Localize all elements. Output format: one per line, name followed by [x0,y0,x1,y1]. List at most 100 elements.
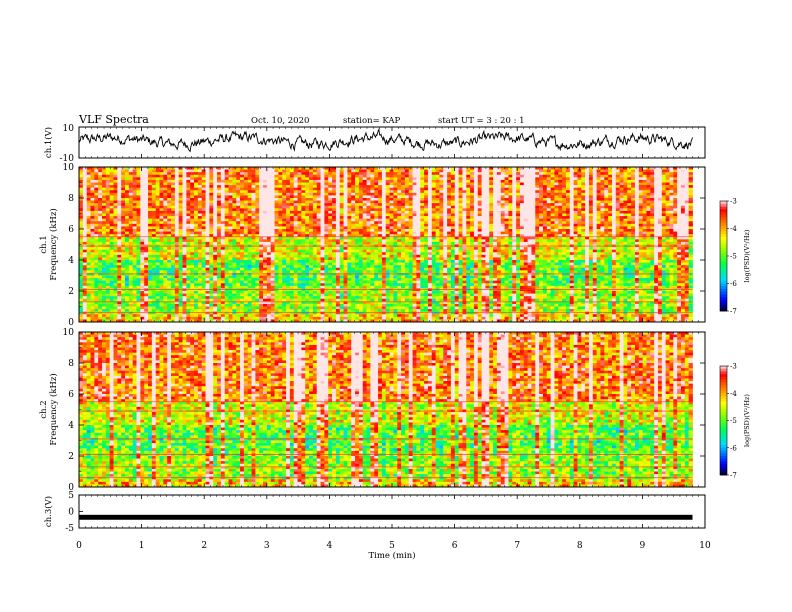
ch1-spectrogram-cell [665,236,670,240]
ch1-spectrogram-cell [470,236,475,240]
ch1-spectrogram-cell [86,192,91,196]
ch1-spectrogram-cell [623,236,628,240]
ch1-spectrogram-cell [401,174,406,178]
ch1-spectrogram-cell [374,169,379,173]
ch1-spectrogram-cell [270,174,275,178]
ch1-spectrogram-cell [136,239,141,243]
ch1-spectrogram-cell [470,216,475,220]
ch1-spectrogram-cell [512,187,517,191]
ch1-spectrogram-cell [278,195,283,199]
ch1-spectrogram-cell [263,210,268,214]
ch1-spectrogram-cell [646,200,651,204]
ch1-spectrogram-cell [144,234,149,238]
ch1-spectrogram-cell [443,226,448,230]
ch1-spectrogram-cell [408,203,413,207]
ch1-spectrogram-cell [523,210,528,214]
ch1-spectrogram-cell [217,190,222,194]
ch1-spectrogram-cell [657,174,663,178]
ch1-spectrogram-cell [266,192,272,196]
ch1-spectrogram-cell [102,236,107,240]
ch1-spectrogram-cell [454,198,459,201]
ch1-spectrogram-cell [324,195,329,199]
ch1-spectrogram-cell [527,195,532,199]
ch1-spectrogram-cell [424,195,429,199]
ch1-spectrogram-cell [539,192,544,196]
ch1-spectrogram-cell [684,169,690,173]
ch1-spectrogram-cell [381,200,387,204]
ch1-spectrogram-cell [232,236,237,240]
ch1-spectrogram-cell [558,205,563,209]
ch1-spectrogram-cell [404,182,410,186]
ch1-spectrogram-cell [431,218,436,222]
ch1-spectrogram-cell [102,221,107,225]
ch1-spectrogram-cell [550,208,555,212]
ch1-spectrogram-cell [581,213,586,217]
ch1-spectrogram-cell [194,229,199,232]
ch1-spectrogram-cell [627,177,632,181]
ch1-spectrogram-cell [531,179,536,183]
ch1-spectrogram-cell [565,195,571,199]
ch1-spectrogram-cell [539,205,544,209]
ch1-spectrogram-cell [546,172,552,176]
ch1-spectrogram-cell [615,187,621,191]
ch1-spectrogram-cell [673,239,678,243]
ch1-spectrogram-cell [378,169,383,173]
ch1-spectrogram-cell [447,221,452,225]
ch1-spectrogram-cell [255,216,260,220]
ch1-spectrogram-cell [232,226,237,230]
ch1-spectrogram-cell [128,236,134,240]
ch1-spectrogram-cell [293,213,298,217]
ch1-spectrogram-cell [186,200,191,204]
ch1-spectrogram-cell [546,203,552,207]
ch1-spectrogram-cell [86,195,91,199]
ch1-spectrogram-cell [324,210,329,214]
ch1-spectrogram-cell [385,169,390,173]
ch1-spectrogram-cell [439,223,444,227]
ch1-spectrogram-cell [508,203,513,207]
ch1-spectrogram-cell [519,203,525,207]
ch1-spectrogram-cell [470,187,475,191]
ch1-spectrogram-cell [289,172,295,176]
ch1-spectrogram-cell [305,210,310,214]
ch1-spectrogram-cell [274,198,279,201]
ch1-spectrogram-cell [500,174,505,178]
ch1-spectrogram-cell [611,210,617,214]
ch1-spectrogram-cell [500,236,505,240]
ch1-spectrogram-cell [282,226,287,230]
ch1-spectrogram-cell [397,192,402,196]
ch1-spectrogram-cell [278,169,283,173]
ch1-spectrogram-cell [473,187,479,191]
ch1-spectrogram-cell [447,200,452,204]
ch1-spectrogram-cell [366,174,371,178]
ch1-spectrogram-cell [320,208,325,212]
ch1-spectrogram-cell [324,236,329,240]
ch1-spectrogram-cell [500,167,505,170]
ch1-spectrogram-cell [677,195,682,199]
ch1-spectrogram-cell [508,192,513,196]
ch1-spectrogram-cell [646,216,651,220]
ch1-spectrogram-cell [393,182,398,186]
ch1-spectrogram-cell [531,182,536,186]
ch1-spectrogram-cell [117,198,122,201]
ch1-spectrogram-cell [665,195,670,199]
ch1-spectrogram-cell [370,239,375,243]
ch1-spectrogram-cell [470,172,475,176]
ch1-spectrogram-cell [473,174,479,178]
ch1-spectrogram-cell [661,226,667,230]
ch1-spectrogram-cell [611,174,617,178]
ch1-spectrogram-cell [611,208,617,212]
ch1-spectrogram-cell [450,234,456,238]
ch1-spectrogram-cell [370,223,375,227]
ch1-spectrogram-cell [539,203,544,207]
ch1-spectrogram-cell [117,177,122,181]
ch1-spectrogram-cell [496,169,502,173]
ch1-spectrogram-cell [132,218,137,222]
ch1-spectrogram-cell [604,229,609,232]
ch1-spectrogram-cell [159,172,164,176]
ch1-spectrogram-cell [623,177,628,181]
ch1-spectrogram-cell [293,187,298,191]
ch1-spectrogram-cell [554,177,559,181]
ch1-spectrogram-cell [416,210,421,214]
ch1-spectrogram-cell [627,229,632,232]
ch1-spectrogram-cell [109,216,114,220]
